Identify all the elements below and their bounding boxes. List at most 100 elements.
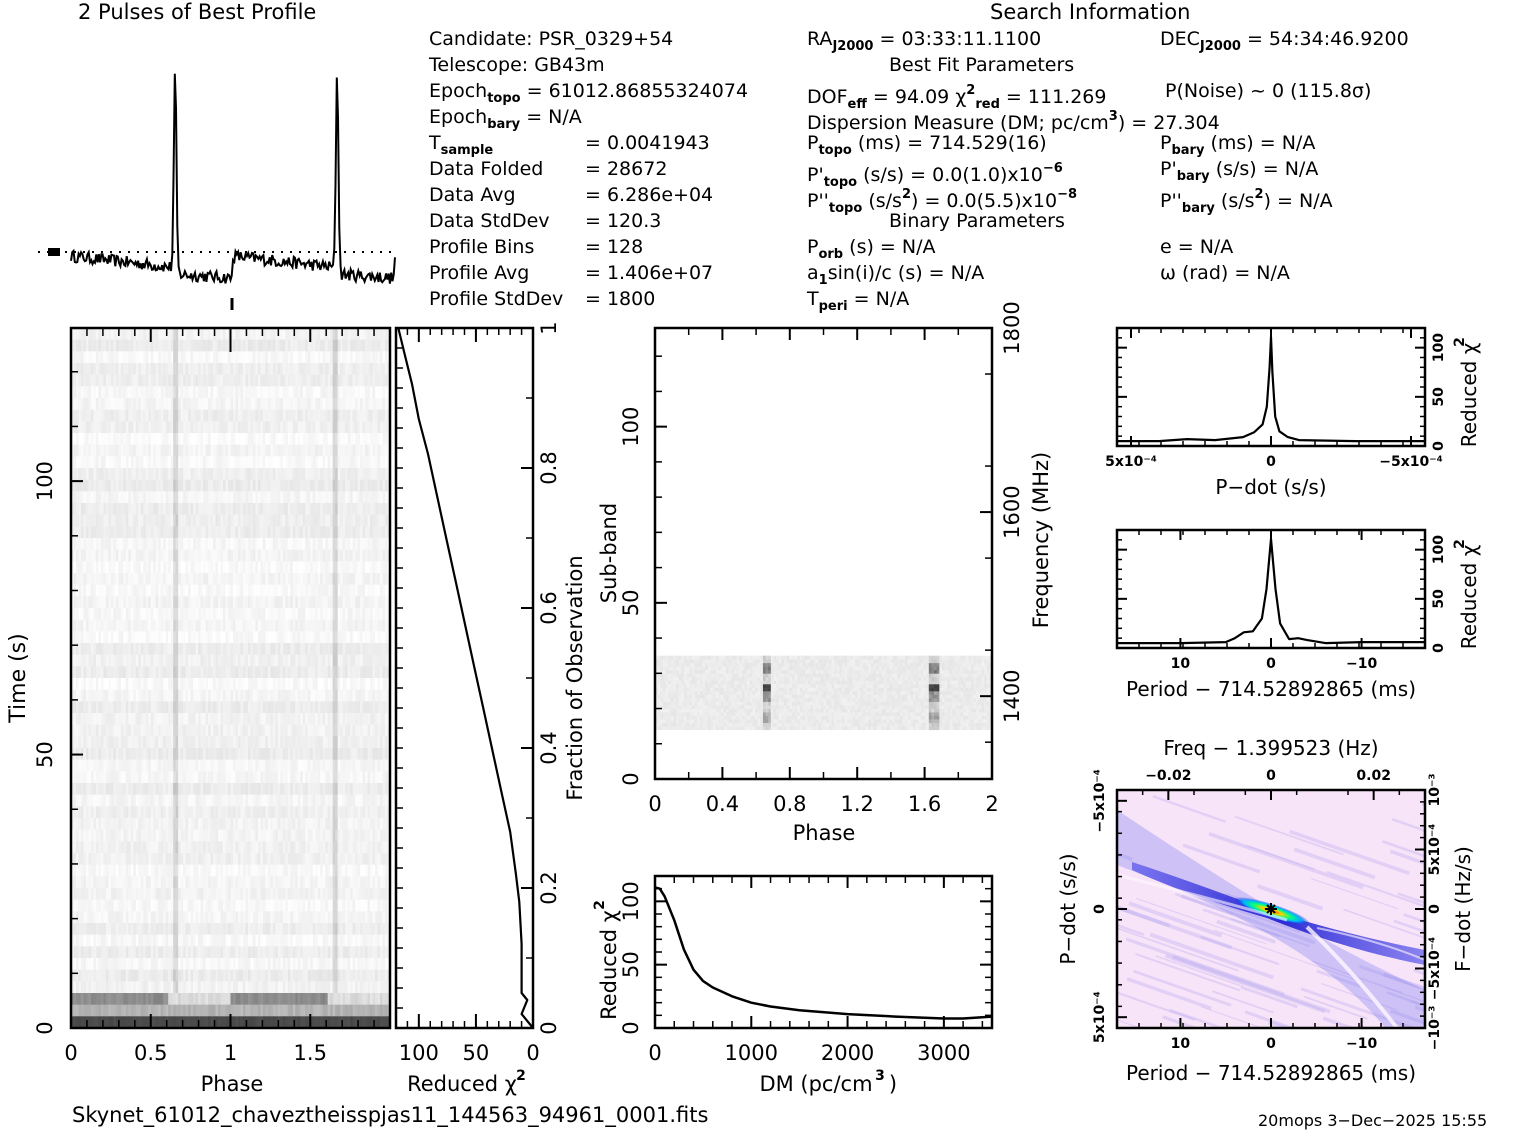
heatmap-cell: [262, 631, 266, 644]
heatmap-cell: [255, 689, 259, 702]
heatmap-cell: [255, 328, 259, 341]
heatmap-cell: [347, 503, 351, 516]
heatmap-cell: [297, 444, 301, 457]
heatmap-cell: [123, 479, 127, 492]
heatmap-cell: [375, 468, 378, 481]
heatmap-cell: [262, 678, 266, 691]
heatmap-cell: [320, 643, 324, 656]
heatmap-cell: [230, 689, 234, 702]
ra-row: RAJ2000 = 03:33:11.1100: [807, 28, 1042, 54]
heatmap-cell: [240, 643, 244, 656]
heatmap-cell: [80, 351, 84, 364]
heatmap-cell: [267, 654, 271, 667]
heatmap-cell: [317, 363, 321, 376]
heatmap-cell: [118, 643, 122, 656]
heatmap-cell: [235, 701, 239, 714]
heatmap-cell: [83, 339, 87, 352]
error-bar-icon: [48, 248, 60, 256]
heatmap-cell: [170, 713, 174, 726]
heatmap-cell: [180, 479, 184, 492]
heatmap-cell: [245, 374, 249, 387]
heatmap-cell: [218, 433, 221, 446]
heatmap-cell: [118, 678, 122, 691]
heatmap-cell: [367, 736, 371, 749]
heatmap-cell: [312, 514, 316, 527]
heatmap-cell: [232, 759, 236, 772]
heatmap-cell: [200, 374, 204, 387]
heatmap-cell: [215, 363, 219, 376]
heatmap-cell: [237, 328, 241, 341]
heatmap-cell: [195, 339, 199, 352]
heatmap-cell: [335, 549, 339, 562]
heatmap-cell: [110, 398, 114, 411]
heatmap-cell: [337, 374, 341, 387]
heatmap-cell: [110, 736, 114, 749]
heatmap-cell: [352, 386, 356, 399]
heatmap-cell: [208, 374, 211, 387]
heatmap-cell: [370, 654, 373, 667]
heatmap-cell: [98, 724, 102, 737]
heatmap-cell: [255, 468, 259, 481]
heatmap-cell: [148, 328, 152, 341]
heatmap-cell: [267, 701, 271, 714]
heatmap-cell: [260, 666, 264, 679]
heatmap-cell: [355, 328, 358, 341]
heatmap-cell: [170, 526, 174, 539]
heatmap-cell: [290, 736, 294, 749]
heatmap-cell: [133, 678, 137, 691]
heatmap-cell: [315, 608, 319, 621]
heatmap-cell: [375, 526, 378, 539]
heatmap-cell: [113, 421, 117, 434]
heatmap-cell: [335, 678, 339, 691]
heatmap-cell: [240, 538, 244, 551]
heatmap-cell: [340, 724, 344, 737]
heatmap-cell: [71, 456, 74, 469]
heatmap-cell: [352, 444, 356, 457]
heatmap-cell: [78, 759, 82, 772]
heatmap-cell: [155, 456, 159, 469]
heatmap-cell: [135, 456, 139, 469]
heatmap-cell: [83, 398, 87, 411]
heatmap-cell: [360, 561, 363, 574]
heatmap-cell: [148, 339, 152, 352]
heatmap-cell: [148, 479, 152, 492]
heatmap-cell: [345, 491, 349, 504]
heatmap-cell: [225, 596, 229, 609]
heatmap-cell: [90, 736, 94, 749]
heatmap-cell: [218, 608, 221, 621]
heatmap-cell: [275, 351, 279, 364]
heatmap-cell: [185, 328, 189, 341]
heatmap-cell: [193, 631, 197, 644]
heatmap-cell: [285, 409, 289, 422]
heatmap-cell: [365, 514, 368, 527]
heatmap-cell: [322, 643, 326, 656]
heatmap-cell: [360, 409, 363, 422]
heatmap-cell: [335, 421, 339, 434]
heatmap-cell: [158, 689, 162, 702]
heatmap-cell: [178, 409, 182, 422]
heatmap-cell: [237, 491, 241, 504]
heatmap-cell: [280, 398, 284, 411]
heatmap-cell: [372, 643, 376, 656]
heatmap-cell: [305, 526, 309, 539]
heatmap-cell: [277, 573, 281, 586]
heatmap-cell: [365, 666, 368, 679]
heatmap-cell: [118, 666, 122, 679]
heatmap-cell: [225, 771, 229, 784]
heatmap-cell: [292, 689, 296, 702]
heatmap-cell: [357, 363, 361, 376]
heatmap-cell: [375, 759, 378, 772]
heatmap-cell: [317, 444, 321, 457]
heatmap-cell: [228, 398, 231, 411]
heatmap-cell: [110, 654, 114, 667]
heatmap-cell: [302, 421, 306, 434]
heatmap-cell: [370, 759, 373, 772]
heatmap-cell: [110, 374, 114, 387]
heatmap-cell: [190, 608, 194, 621]
heatmap-cell: [362, 573, 366, 586]
heatmap-cell: [287, 748, 291, 761]
heatmap-cell: [245, 398, 249, 411]
heatmap-cell: [230, 666, 234, 679]
heatmap-cell: [95, 678, 99, 691]
heatmap-cell: [158, 526, 162, 539]
